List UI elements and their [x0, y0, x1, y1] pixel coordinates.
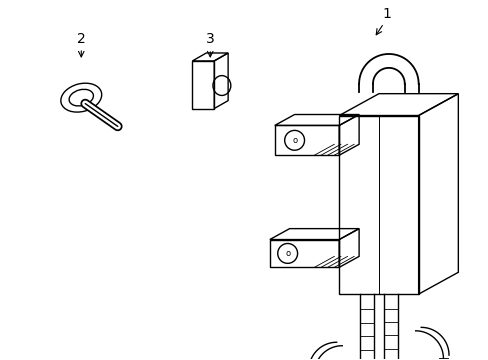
Text: o: o [285, 249, 290, 258]
Text: 1: 1 [382, 7, 390, 21]
Text: 3: 3 [205, 32, 214, 46]
Text: 2: 2 [77, 32, 85, 46]
Text: o: o [291, 136, 297, 145]
